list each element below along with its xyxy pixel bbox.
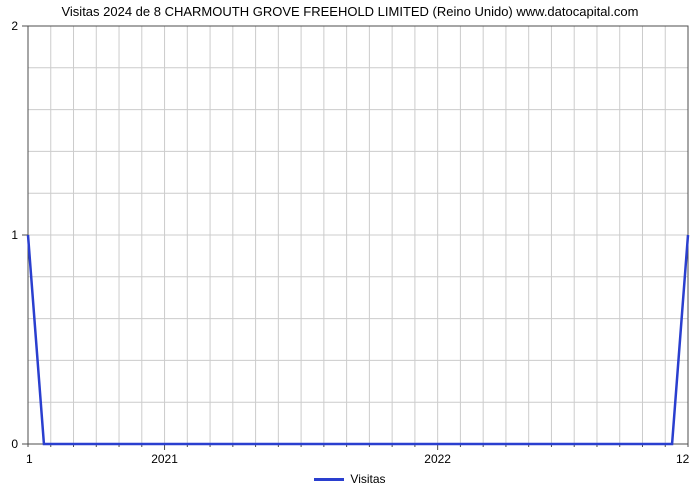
y-tick-label: 1: [0, 228, 18, 242]
x-tick-label: 2022: [424, 452, 451, 466]
x-axis-corner-right: 12: [676, 452, 689, 466]
x-axis-corner-left: 1: [26, 452, 33, 466]
legend-swatch: [314, 478, 344, 481]
visits-line-chart: Visitas 2024 de 8 CHARMOUTH GROVE FREEHO…: [0, 0, 700, 500]
y-tick-label: 0: [0, 437, 18, 451]
x-tick-label: 2021: [151, 452, 178, 466]
legend: Visitas: [0, 472, 700, 486]
y-tick-label: 2: [0, 19, 18, 33]
legend-label: Visitas: [350, 472, 385, 486]
plot-svg: [18, 16, 698, 454]
plot-area: [28, 26, 688, 444]
